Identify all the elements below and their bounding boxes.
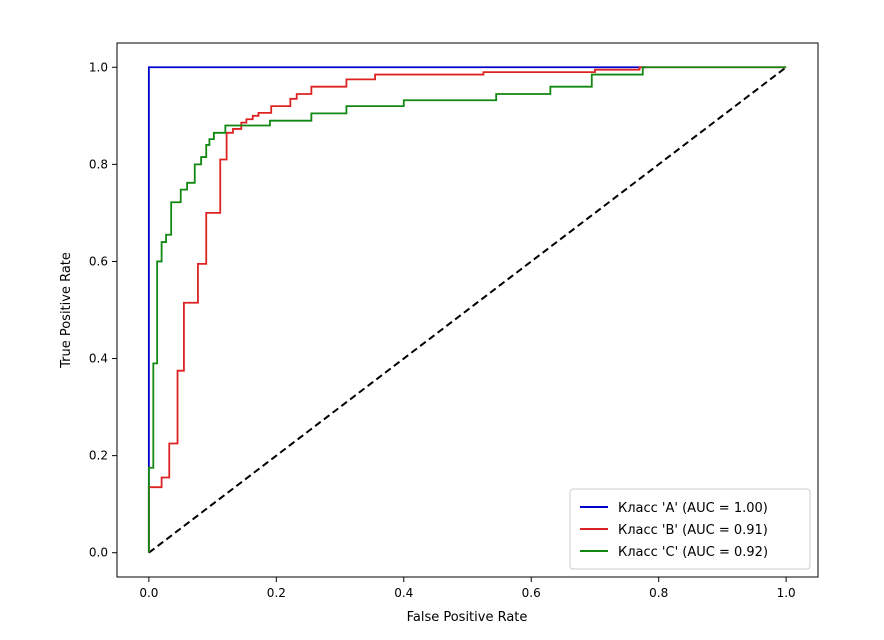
legend-label-0: Класс 'A' (AUC = 1.00) xyxy=(618,501,768,516)
y-tick-label: 0.6 xyxy=(89,254,108,268)
y-tick-label: 0.8 xyxy=(89,157,108,171)
series-line-0 xyxy=(147,66,646,553)
plot-frame xyxy=(116,42,819,578)
x-tick-label: 1.0 xyxy=(777,586,796,600)
legend-label-1: Класс 'B' (AUC = 0.91) xyxy=(618,523,768,538)
x-axis: 0.0 0.2 0.4 0.6 0.8 1.0 xyxy=(139,577,796,600)
y-axis-label: True Positive Rate xyxy=(59,252,74,369)
y-tick-label: 0.2 xyxy=(89,449,108,463)
x-tick-label: 0.2 xyxy=(267,586,286,600)
x-tick-label: 0.4 xyxy=(394,586,413,600)
y-tick-label: 0.4 xyxy=(89,352,108,366)
series-line-1 xyxy=(147,66,787,553)
x-tick-label: 0.8 xyxy=(649,586,668,600)
legend-label-2: Класс 'C' (AUC = 0.92) xyxy=(618,545,768,560)
x-tick-label: 0.6 xyxy=(522,586,541,600)
y-tick-label: 0.0 xyxy=(89,546,108,560)
y-tick-label: 1.0 xyxy=(89,60,108,74)
x-tick-label: 0.0 xyxy=(139,586,158,600)
legend-box xyxy=(569,488,811,570)
plot-area xyxy=(116,42,819,578)
y-axis: 0.0 0.2 0.4 0.6 0.8 1.0 xyxy=(89,60,117,560)
legend: Класс 'A' (AUC = 1.00) Класс 'B' (AUC = 0… xyxy=(569,488,811,570)
diagonal-chance-line xyxy=(148,66,787,554)
x-axis-label: False Positive Rate xyxy=(407,610,528,625)
series-line-2 xyxy=(147,66,787,553)
